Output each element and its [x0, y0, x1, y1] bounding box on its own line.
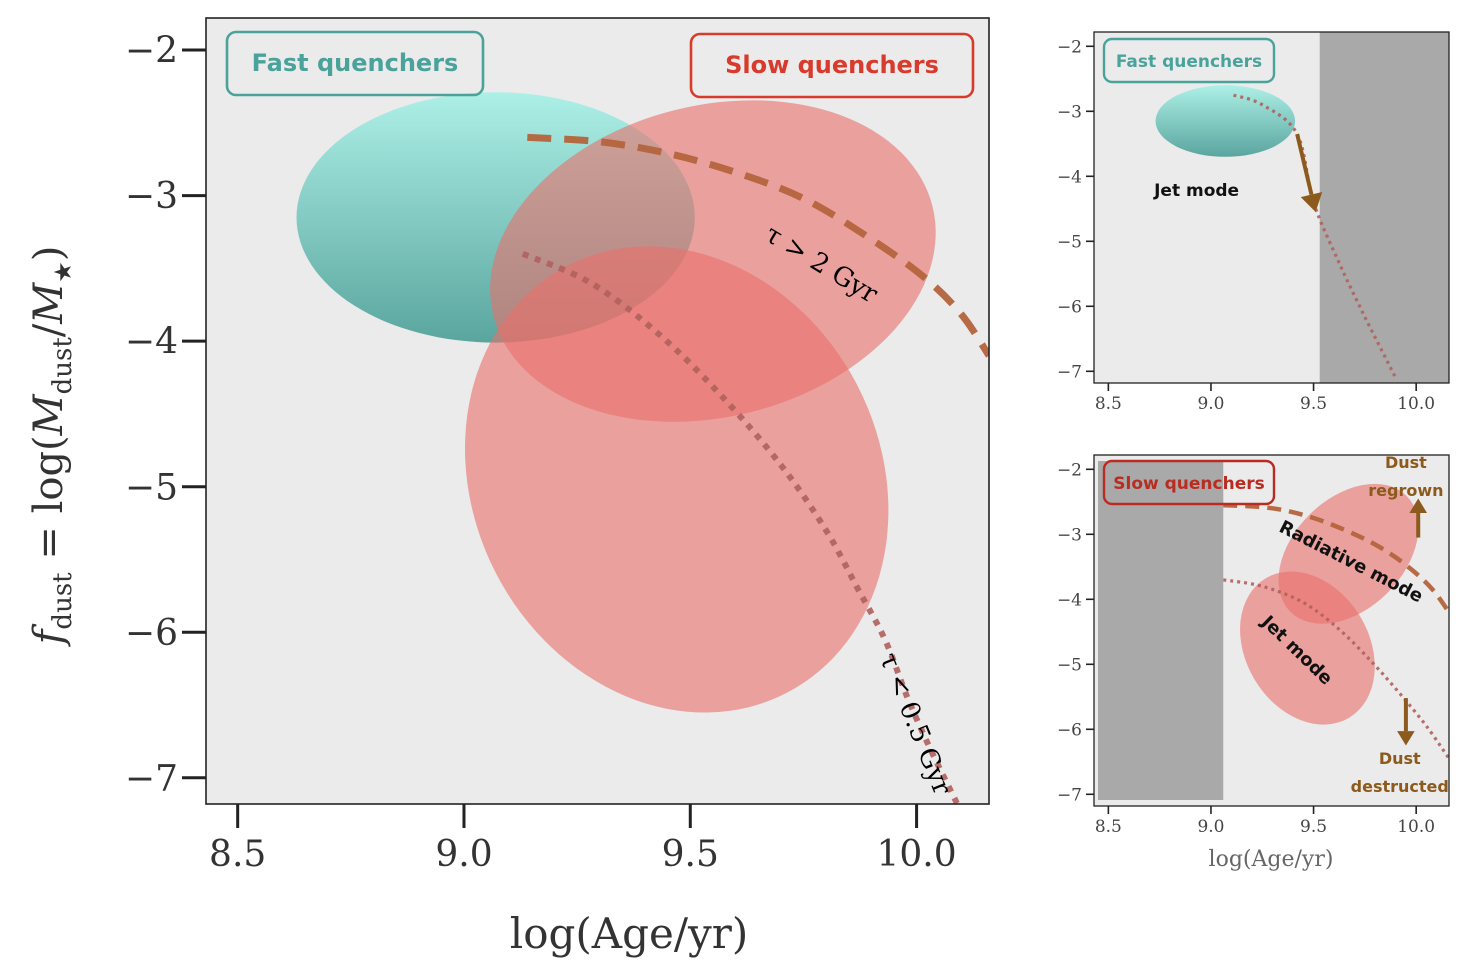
fast-quenchers-label: Fast quenchers [252, 49, 459, 77]
x-tick-label: 9.0 [435, 834, 492, 875]
slow-quencher-region [464, 246, 889, 713]
fast-panel-x-axis: 8.5 9.0 9.5 10.0 [1095, 383, 1435, 414]
y-tick-label: −6 [125, 613, 178, 654]
y-tick-label: −7 [125, 758, 178, 799]
x-tick-label: 9.5 [662, 834, 719, 875]
y-tick-label: −4 [1057, 590, 1082, 610]
y-tick-label: −3 [125, 176, 178, 217]
slow-panel-x-axis-label: log(Age/yr) [1209, 847, 1334, 872]
x-tick-label: 9.0 [1197, 394, 1224, 414]
jet-mode-label: Jet mode [1153, 181, 1239, 201]
main-tracks [521, 133, 989, 804]
y-tick-label: −4 [125, 322, 178, 363]
slow-panel-y-axis: −2 −3 −4 −5 −6 −7 [1057, 460, 1094, 805]
y-tick-label: −7 [1057, 362, 1082, 382]
dust-destructed-label: Dust destructed [1351, 749, 1449, 796]
fast-quencher-region [1155, 85, 1296, 157]
y-tick-label: −2 [125, 31, 178, 72]
x-tick-label: 10.0 [1397, 817, 1435, 837]
slow-quenchers-panel: −2 −3 −4 −5 −6 −7 8.5 9.0 9.5 10.0 Slow quencher… [1057, 453, 1450, 872]
fast-quenchers-panel: −2 −3 −4 −5 −6 −7 8.5 9.0 9.5 10.0 Fast quencher… [1057, 31, 1450, 414]
fast-panel-legend-box: Fast quenchers [1102, 37, 1276, 84]
x-tick-label: 10.0 [877, 834, 957, 875]
x-tick-label: 9.5 [1300, 394, 1327, 414]
slow-panel-tracks [1223, 502, 1449, 760]
main-x-axis-label: log(Age/yr) [510, 909, 748, 958]
x-tick-label: 8.5 [1095, 394, 1122, 414]
y-tick-label: −6 [1057, 720, 1082, 740]
slow-panel-legend-label: Slow quenchers [1113, 474, 1265, 494]
slow-quench-track [527, 133, 989, 358]
slow-quenchers-label: Slow quenchers [725, 51, 939, 79]
y-tick-label: −5 [1057, 655, 1082, 675]
y-tick-label: −3 [1057, 102, 1082, 122]
x-tick-label: 9.0 [1197, 817, 1224, 837]
dust-regrown-label: Dust regrown [1368, 453, 1443, 500]
main-y-axis-label: fdust = log(Mdust/M★) [26, 246, 78, 648]
x-tick-label: 9.5 [1300, 817, 1327, 837]
fast-panel-grey-zone [1319, 32, 1449, 383]
y-tick-label: −6 [1057, 297, 1082, 317]
y-tick-label: −4 [1057, 167, 1082, 187]
y-tick-label: −2 [1057, 37, 1082, 57]
slow-panel-x-axis: 8.5 9.0 9.5 10.0 [1095, 806, 1435, 837]
fast-panel-regions [1155, 85, 1296, 157]
fast-panel-arrow-head [1300, 191, 1323, 213]
fast-panel-arrow-shaft [1295, 133, 1314, 195]
dust-destructed-arrow-head [1397, 731, 1415, 746]
y-tick-label: −5 [1057, 232, 1082, 252]
slow-quencher-region [1240, 571, 1375, 725]
slow-quenchers-legend-box: Slow quenchers [689, 32, 975, 99]
fast-quench-track [1223, 578, 1449, 760]
y-tick-label: −2 [1057, 460, 1082, 480]
fast-panel-tracks [1232, 93, 1398, 379]
y-tick-label: −3 [1057, 525, 1082, 545]
fast-panel-frame [1093, 31, 1450, 384]
main-x-axis: 8.5 9.0 9.5 10.0 [209, 804, 957, 875]
fast-quenchers-legend-box: Fast quenchers [225, 30, 485, 97]
fast-panel-legend-label: Fast quenchers [1116, 52, 1262, 72]
fast-quench-track [1232, 93, 1398, 379]
main-plot-frame [205, 17, 990, 805]
slow-panel-grey-zone [1098, 461, 1224, 800]
main-y-axis: −2 −3 −4 −5 −6 −7 [125, 31, 206, 799]
x-tick-label: 8.5 [1095, 817, 1122, 837]
fast-panel-arrow [1295, 133, 1323, 213]
dust-regrown-arrow-head [1409, 498, 1428, 513]
y-tick-label: −5 [125, 467, 178, 508]
slow-panel-frame [1093, 454, 1450, 807]
main-regions [296, 92, 936, 713]
slow-panel-legend-box: Slow quenchers [1102, 459, 1276, 506]
slow-quench-track [1223, 502, 1449, 614]
x-tick-label: 10.0 [1397, 394, 1435, 414]
slow-panel-arrows [1397, 498, 1428, 746]
x-tick-label: 8.5 [209, 834, 266, 875]
main-panel: −2 −3 −4 −5 −6 −7 8.5 9.0 9.5 10.0 Fast quencher… [26, 17, 990, 958]
fast-panel-y-axis: −2 −3 −4 −5 −6 −7 [1057, 37, 1094, 382]
y-tick-label: −7 [1057, 785, 1082, 805]
